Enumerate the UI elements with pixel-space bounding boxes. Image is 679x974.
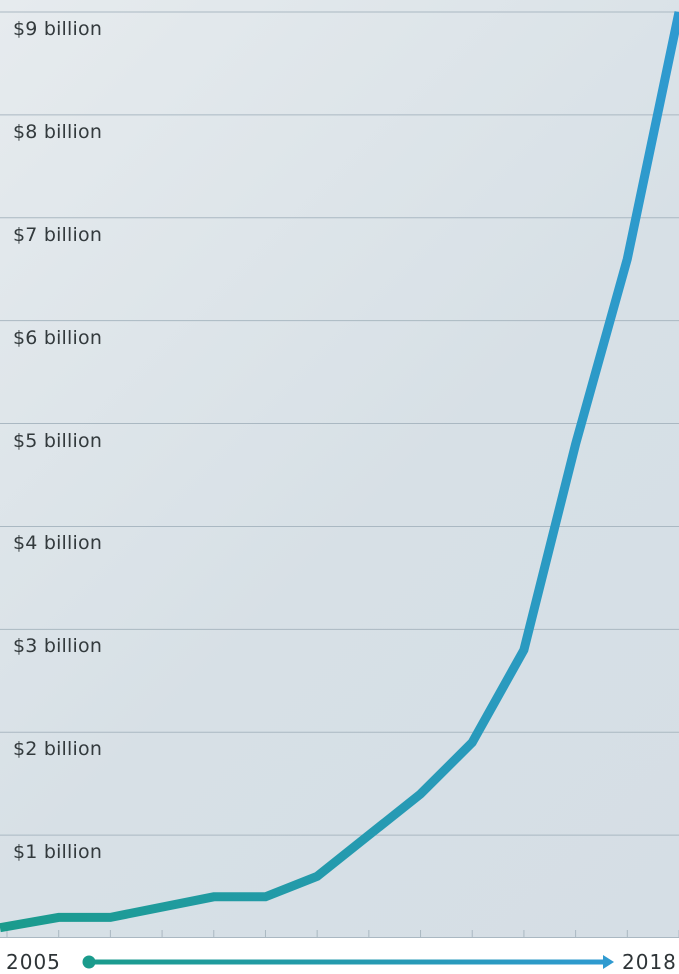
x-axis-end-label: 2018 <box>622 950 677 974</box>
x-axis-start-label: 2005 <box>6 950 61 974</box>
line-chart <box>0 11 679 938</box>
y-tick-label: $8 billion <box>13 120 103 143</box>
y-tick-label: $9 billion <box>13 18 103 40</box>
y-tick-label: $1 billion <box>13 841 103 864</box>
y-tick-label: $4 billion <box>13 532 103 555</box>
y-tick-label: $5 billion <box>13 429 103 452</box>
y-tick-label: $7 billion <box>13 223 103 246</box>
y-tick-label: $6 billion <box>13 326 103 349</box>
timeline-arrow <box>82 955 614 969</box>
series-line <box>0 11 679 933</box>
timeline-arrowhead <box>603 955 614 969</box>
timeline-bar <box>89 959 603 965</box>
chart-plot-area: $1 billion $2 billion $3 billion $4 billion… <box>0 0 679 938</box>
y-tick-label: $3 billion <box>13 635 103 658</box>
y-tick-label: $2 billion <box>13 738 103 761</box>
